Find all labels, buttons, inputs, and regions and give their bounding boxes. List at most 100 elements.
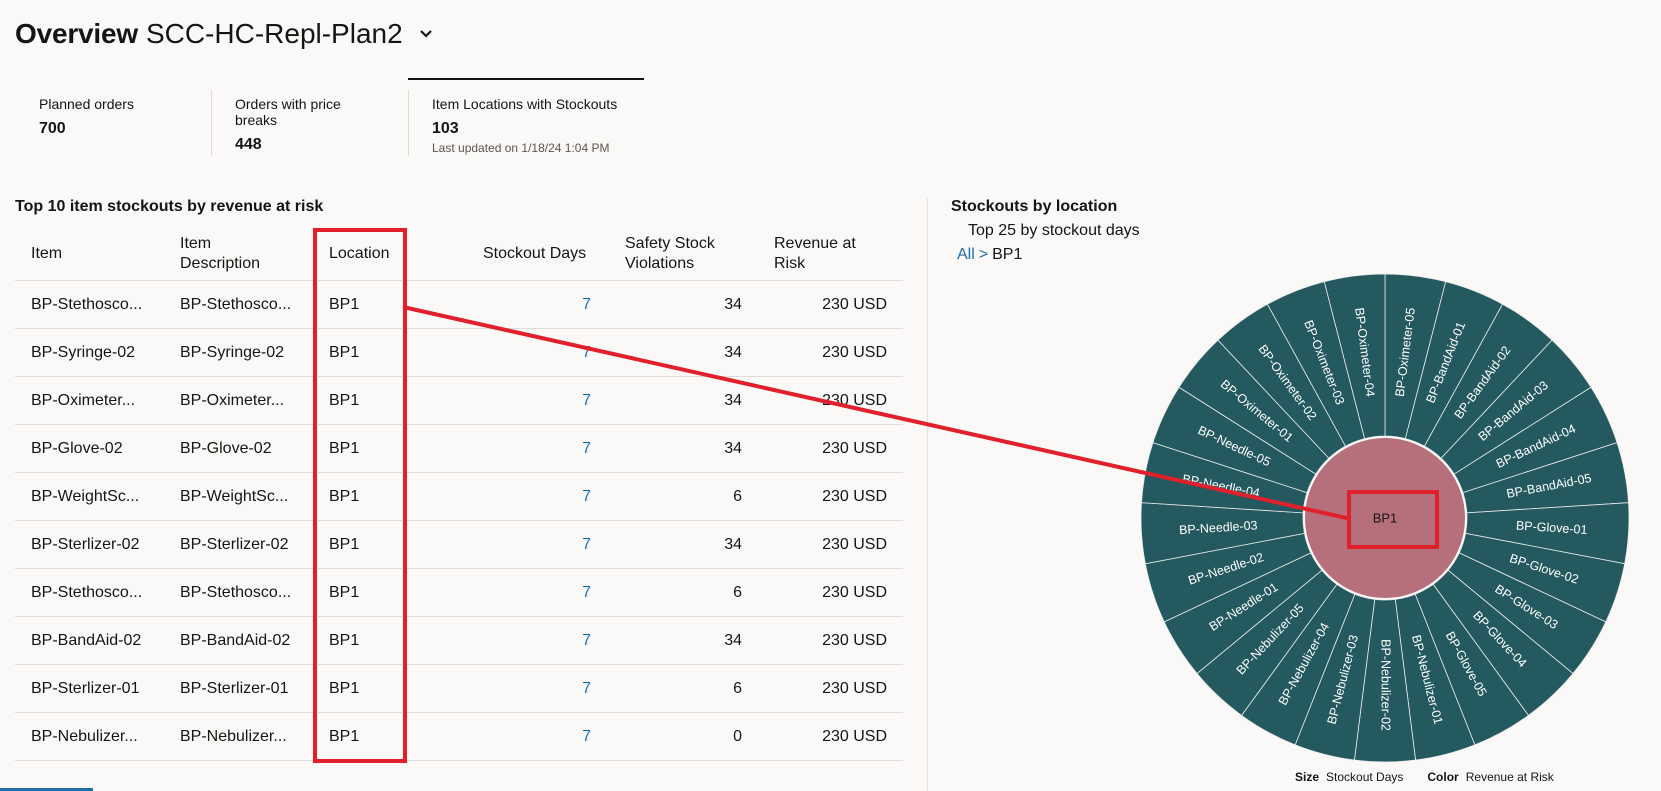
cell-item: BP-Oximeter... xyxy=(15,376,164,425)
cell-location: BP1 xyxy=(313,616,461,665)
cell-revenue-at-risk: 230 USD xyxy=(758,616,903,665)
breadcrumb-all-link[interactable]: All xyxy=(957,246,975,263)
table-row[interactable]: BP-Stethosco... BP-Stethosco... BP1 7 6 230 U… xyxy=(15,568,903,617)
table-row[interactable]: BP-BandAid-02 BP-BandAid-02 BP1 7 34 230 USD xyxy=(15,616,903,665)
cell-item-description: BP-Nebulizer... xyxy=(164,712,313,761)
last-updated: Last updated on 1/18/24 1:04 PM xyxy=(432,141,610,155)
cell-location: BP1 xyxy=(313,376,461,425)
chevron-down-icon[interactable] xyxy=(417,25,435,43)
cell-revenue-at-risk: 230 USD xyxy=(758,376,903,425)
table-row[interactable]: BP-Glove-02 BP-Glove-02 BP1 7 34 230 USD xyxy=(15,424,903,473)
cell-item-description: BP-Glove-02 xyxy=(164,424,313,473)
metric-value: 448 xyxy=(235,136,262,153)
chart-subtitle: Top 25 by stockout days xyxy=(968,222,1140,239)
cell-item-description: BP-WeightSc... xyxy=(164,472,313,521)
cell-safety-stock-violations: 34 xyxy=(609,280,758,329)
cell-location: BP1 xyxy=(313,472,461,521)
metric-stockouts[interactable]: Item Locations with Stockouts 103 Last u… xyxy=(408,78,644,158)
cell-item: BP-Glove-02 xyxy=(15,424,164,473)
breadcrumb-separator: > xyxy=(978,246,989,263)
metric-label: Item Locations with Stockouts xyxy=(432,96,618,112)
sunburst-chart: BP-Oximeter-05 BP-BandAid-01BP-BandAid-02… xyxy=(1140,273,1630,763)
cell-revenue-at-risk: 230 USD xyxy=(758,424,903,473)
table-row[interactable]: BP-Syringe-02 BP-Syringe-02 BP1 7 34 230 USD xyxy=(15,328,903,377)
cell-stockout-days[interactable]: 7 xyxy=(461,280,609,329)
cell-item-description: BP-Stethosco... xyxy=(164,280,313,329)
cell-location: BP1 xyxy=(313,280,461,329)
cell-stockout-days[interactable]: 7 xyxy=(461,568,609,617)
cell-item: BP-WeightSc... xyxy=(15,472,164,521)
chart-title: Stockouts by location xyxy=(951,198,1118,215)
metric-label: Orders with price breaks xyxy=(235,96,341,128)
cell-stockout-days[interactable]: 7 xyxy=(461,664,609,713)
legend-size-label: Size xyxy=(1295,770,1320,784)
cell-location: BP1 xyxy=(313,424,461,473)
table-row[interactable]: BP-Sterlizer-02 BP-Sterlizer-02 BP1 7 34 230 … xyxy=(15,520,903,569)
cell-item: BP-BandAid-02 xyxy=(15,616,164,665)
col-stockout-days[interactable]: Stockout Days xyxy=(461,228,609,281)
cell-item-description: BP-Stethosco... xyxy=(164,568,313,617)
metric-planned-orders[interactable]: Planned orders 700 xyxy=(15,78,211,158)
table-row[interactable]: BP-WeightSc... BP-WeightSc... BP1 7 6 230 USD xyxy=(15,472,903,521)
table-row[interactable]: BP-Oximeter... BP-Oximeter... BP1 7 34 230 US… xyxy=(15,376,903,425)
page-header: Overview SCC-HC-Repl-Plan2 xyxy=(15,18,435,50)
cell-safety-stock-violations: 34 xyxy=(609,616,758,665)
table-row[interactable]: BP-Sterlizer-01 BP-Sterlizer-01 BP1 7 6 230 U… xyxy=(15,664,903,713)
metric-value: 103 xyxy=(432,120,459,137)
cell-location: BP1 xyxy=(313,520,461,569)
cell-revenue-at-risk: 230 USD xyxy=(758,280,903,329)
metric-value: 700 xyxy=(39,120,66,137)
metrics-bar: Planned orders 700 Orders with price bre… xyxy=(15,78,644,158)
cell-location: BP1 xyxy=(313,328,461,377)
chart-legend: Size Stockout Days Color Revenue at Risk xyxy=(1295,770,1578,784)
table-row[interactable]: BP-Stethosco... BP-Stethosco... BP1 7 34 230 … xyxy=(15,280,903,329)
cell-safety-stock-violations: 6 xyxy=(609,568,758,617)
cell-stockout-days[interactable]: 7 xyxy=(461,328,609,377)
sunburst-segment-label: BP-Needle-03 xyxy=(1179,518,1258,537)
cell-item: BP-Sterlizer-02 xyxy=(15,520,164,569)
cell-safety-stock-violations: 0 xyxy=(609,712,758,761)
table-header-row: Item Item Description Location Stockout D… xyxy=(15,228,903,281)
col-revenue-at-risk[interactable]: Revenue at Risk xyxy=(758,228,903,281)
cell-revenue-at-risk: 230 USD xyxy=(758,328,903,377)
cell-revenue-at-risk: 230 USD xyxy=(758,472,903,521)
cell-stockout-days[interactable]: 7 xyxy=(461,616,609,665)
cell-stockout-days[interactable]: 7 xyxy=(461,424,609,473)
table-row[interactable]: BP-Nebulizer... BP-Nebulizer... BP1 7 0 230 U… xyxy=(15,712,903,761)
cell-revenue-at-risk: 230 USD xyxy=(758,568,903,617)
table-title: Top 10 item stockouts by revenue at risk xyxy=(15,198,324,215)
cell-item-description: BP-Sterlizer-01 xyxy=(164,664,313,713)
cell-stockout-days[interactable]: 7 xyxy=(461,712,609,761)
cell-safety-stock-violations: 6 xyxy=(609,664,758,713)
metric-price-breaks[interactable]: Orders with price breaks 448 xyxy=(211,78,408,158)
plan-name[interactable]: SCC-HC-Repl-Plan2 xyxy=(145,18,403,49)
cell-safety-stock-violations: 6 xyxy=(609,472,758,521)
col-item[interactable]: Item xyxy=(15,228,164,281)
cell-safety-stock-violations: 34 xyxy=(609,424,758,473)
cell-revenue-at-risk: 230 USD xyxy=(758,712,903,761)
cell-location: BP1 xyxy=(313,712,461,761)
stockouts-table: Item Item Description Location Stockout D… xyxy=(15,228,903,761)
sunburst-segment-label: BP-Glove-01 xyxy=(1516,519,1588,537)
cell-stockout-days[interactable]: 7 xyxy=(461,376,609,425)
cell-revenue-at-risk: 230 USD xyxy=(758,664,903,713)
cell-stockout-days[interactable]: 7 xyxy=(461,472,609,521)
cell-item: BP-Sterlizer-01 xyxy=(15,664,164,713)
scroll-indicator xyxy=(0,788,93,791)
cell-safety-stock-violations: 34 xyxy=(609,520,758,569)
cell-safety-stock-violations: 34 xyxy=(609,376,758,425)
cell-item-description: BP-Oximeter... xyxy=(164,376,313,425)
legend-size-value: Stockout Days xyxy=(1326,770,1404,784)
cell-stockout-days[interactable]: 7 xyxy=(461,520,609,569)
cell-item-description: BP-Sterlizer-02 xyxy=(164,520,313,569)
col-location[interactable]: Location xyxy=(313,228,461,281)
cell-item: BP-Nebulizer... xyxy=(15,712,164,761)
panel-divider xyxy=(927,198,928,791)
cell-revenue-at-risk: 230 USD xyxy=(758,520,903,569)
col-item-description[interactable]: Item Description xyxy=(164,228,313,281)
col-safety-stock-violations[interactable]: Safety Stock Violations xyxy=(609,228,758,281)
cell-location: BP1 xyxy=(313,568,461,617)
cell-safety-stock-violations: 34 xyxy=(609,328,758,377)
breadcrumb-current: BP1 xyxy=(992,246,1023,263)
cell-item: BP-Syringe-02 xyxy=(15,328,164,377)
